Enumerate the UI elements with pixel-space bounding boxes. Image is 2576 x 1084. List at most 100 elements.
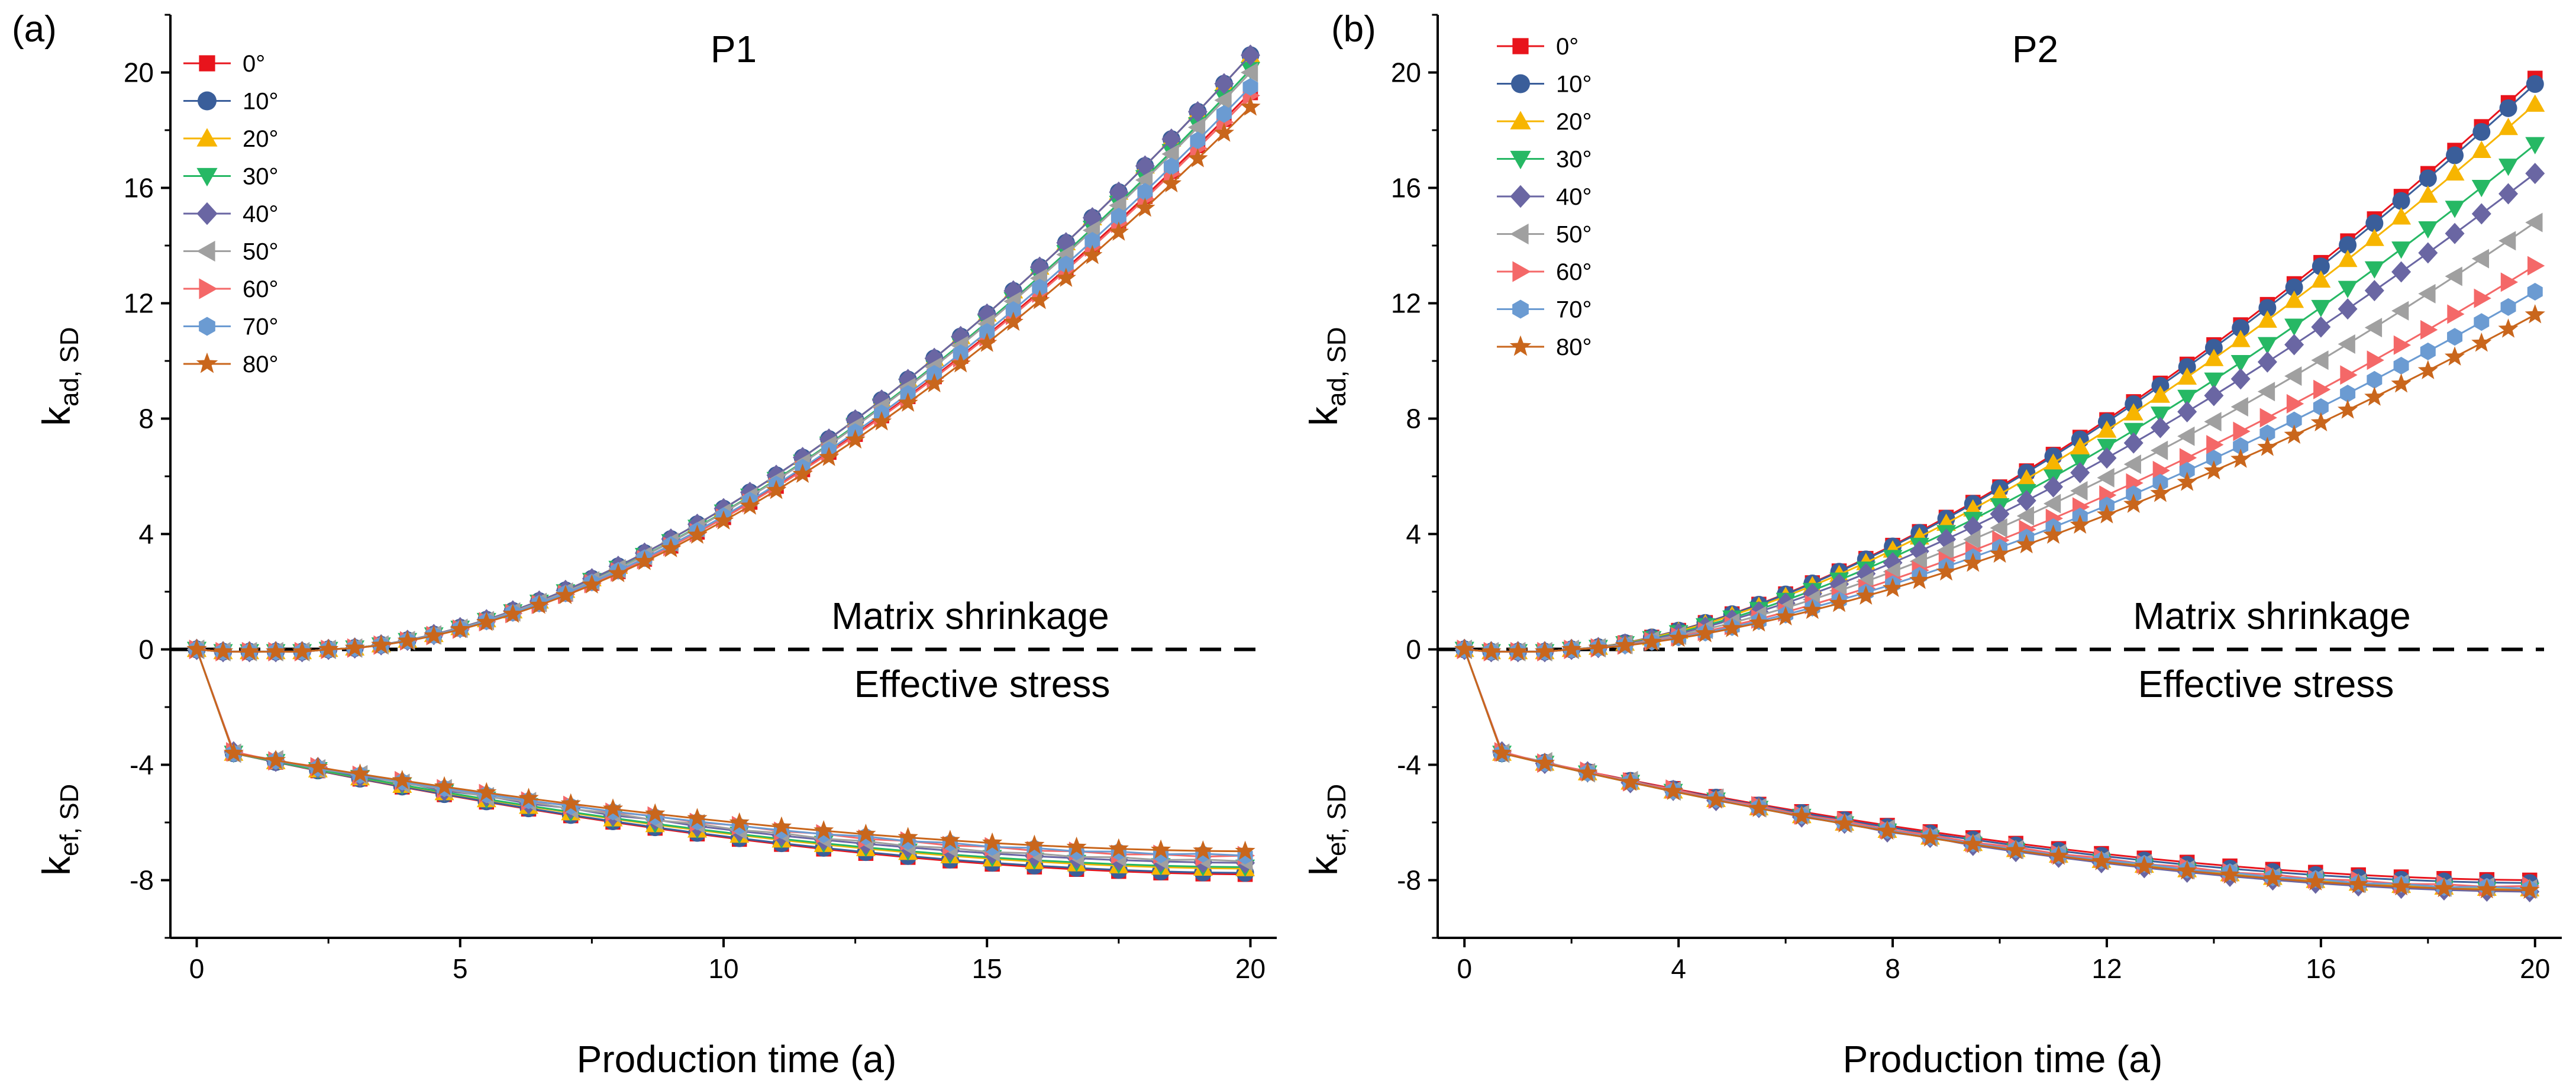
panel-b-ylabel-lower-sub: ef, SD [1322,784,1351,856]
panel-b-series-8-lower-point [1577,762,1598,782]
panel-b-series-4-upper-point [2284,334,2304,356]
panel-a-series-8-lower-point [265,750,286,769]
panel-b-ylabel-upper: kad, SD [1302,327,1351,426]
panel-b-series-4-upper-point [2043,476,2063,498]
panel-a-series-8-lower-line [196,649,1245,853]
panel-a-series-8-lower-point [1193,840,1213,860]
panel-b-series-8-lower-point [2348,873,2369,893]
panel-b-series-3-upper-point [2204,372,2224,390]
panel-b-series-5-upper-point [2070,481,2088,501]
panel-b-series-3-upper-point [2311,299,2331,318]
panel-b-series-8-upper-point [2257,437,2278,456]
panel-b-x-tick-label: 4 [1671,953,1686,984]
panel-b-series-8-upper-point [1775,606,1796,626]
panel-b-series-1-upper-point [2526,75,2544,93]
panel-b-series-8-upper-point [1481,641,1502,660]
panel-b-series-6-upper-point [2313,379,2331,399]
panel-a-series-8-upper-point [950,353,971,373]
panel-b-series-2-upper-point [2364,228,2384,246]
panel-b-series-8-lower-point [1920,827,1941,847]
panel-a-series-3 [187,62,1260,877]
panel-b-series-3-upper-point [2257,337,2277,354]
panel-a-legend-label: 70° [243,314,279,340]
panel-a-plot-area: 0 5 10 15 20 -8 -4 0 4 8 12 16 20 [124,14,1277,984]
panel-b: (b) P2 Matrix shrinkage Effective stress… [1302,9,2562,1080]
panel-a-series-4-upper-point [1187,101,1208,122]
panel-b-series-8-upper-point [2230,449,2251,468]
panel-a-series-8-lower-point [392,770,412,789]
panel-b-series-8-upper-point [2096,504,2117,524]
panel-b-series-6-upper-point [2500,272,2519,292]
panel-a-series-4-upper-point [1240,44,1260,66]
panel-b-legend-marker [1510,223,1529,245]
panel-b-y-tick-label: 8 [1406,404,1421,434]
panel-a-annotation-lower: Effective stress [854,663,1111,705]
panel-a-y-tick-label: 20 [124,57,154,88]
panel-a-series-8-upper-point [344,637,365,657]
panel-b-series-7-upper-point [2393,357,2409,375]
panel-a-legend-label: 20° [243,126,279,152]
panel-a-series-4-upper-point [1161,128,1182,150]
panel-b-legend-marker [1512,38,1529,54]
panel-b-series-1-upper-point [2365,214,2384,233]
panel-b-series-8-lower-point [2519,879,2540,899]
panel-b-series-3-upper-point [2177,389,2197,407]
panel-b-series-1 [1455,75,2544,892]
panel-b-series-7-upper-point [2286,411,2302,430]
panel-b-series-8-upper-point [2150,482,2171,502]
panel-b-series-8-upper-point [2016,534,2037,554]
panel-a-ylabel-lower: kef, SD [34,784,84,876]
panel-b-series-6-upper-point [2233,421,2251,441]
panel-a-series-4-upper-line [196,54,1251,653]
panel-b-series-4-upper-point [2150,417,2170,438]
panel-a-series-8-upper-point [1161,173,1182,193]
panel-b-series-3-upper-point [2230,354,2251,373]
panel-a-series-8-lower-point [814,820,834,840]
panel-b-series-5-upper-point [2150,440,2168,460]
panel-b-series-6 [1457,256,2545,897]
panel-a-series-8-upper-point [371,634,392,654]
panel-b-series-7-upper-point [2206,450,2222,468]
panel-b-series-6-upper-point [2447,304,2465,324]
panel-b-series-8-upper-point [2498,318,2519,338]
panel-b-series-8-upper-point [1722,618,1742,637]
panel-b-legend-label: 40° [1556,184,1592,210]
panel-b-ylabel-upper-sub: ad, SD [1322,327,1351,406]
panel-b-series-7 [1457,283,2543,898]
panel-b-legend-marker [1512,261,1531,282]
panel-a-series-5-upper-point [1187,117,1206,137]
panel-a-series-8-lower-point [560,793,581,813]
panel-a-series-7-upper-point [1005,301,1021,319]
panel-b-x-tick-label: 12 [2091,953,2122,984]
panel-b-series-8-lower-point [1962,834,1983,853]
panel-a-legend: 0° 10° 20° 30° 40° 50° 60° 70° 80° [183,51,279,378]
panel-a-series-8-upper-point [977,333,998,352]
panel-b-series-8-lower-point [2219,864,2241,884]
panel-b-series-8-upper-point [2444,346,2465,366]
panel-b-legend-label: 0° [1556,34,1578,60]
panel-a-legend-label: 0° [243,51,265,77]
panel-a-series-4-upper-point [1214,73,1234,95]
panel-b-series-7-upper-point [2340,385,2356,403]
panel-a-legend-marker [198,91,217,111]
panel-b-series-8-upper-point [2203,460,2225,480]
panel-b-series-8-lower-point [1454,638,1475,659]
panel-b-series-3-upper-point [2418,221,2438,239]
panel-b-series-8-lower-point [2091,851,2112,870]
panel-b-series-6-upper-point [2206,435,2224,455]
panel-b-series-4-upper-point [2471,203,2491,225]
panel-b-series-1-upper-point [2419,169,2437,188]
panel-a-series-8-upper-point [1003,311,1024,331]
panel-b-series-2-upper-point [1990,484,2010,502]
panel-a-series-8-upper-point [845,429,866,449]
panel-b-series-2-upper-point [2338,250,2358,267]
panel-a-legend-label: 60° [243,276,279,302]
panel-b-series-8-lower-point [2391,876,2412,896]
panel-a-series-5-upper-point [1240,63,1258,82]
panel-b-series-4-upper-point [2498,183,2519,205]
panel-a-y-tick-label: 0 [138,634,154,665]
panel-b-series-8-upper-point [2284,424,2304,444]
panel-a-series-8-upper-point [212,641,234,660]
panel-a-series-8 [186,96,1261,860]
